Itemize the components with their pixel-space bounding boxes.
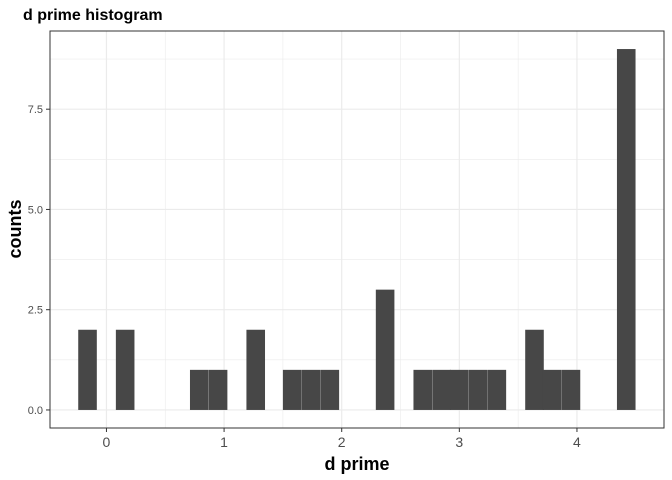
histogram-bar: [525, 329, 544, 410]
x-tick-label: 1: [220, 434, 228, 450]
y-tick-label: 5.0: [28, 204, 43, 216]
x-axis-ticks: 0 1 2 3 4: [103, 428, 581, 450]
histogram-bar: [246, 329, 266, 410]
histogram-bar: [487, 369, 507, 410]
histogram-bar: [616, 49, 636, 410]
histogram-bar: [468, 369, 488, 410]
histogram-bars: [78, 49, 636, 410]
x-tick-label: 4: [573, 434, 581, 450]
histogram-bar: [189, 369, 209, 410]
histogram-bar: [561, 369, 581, 410]
x-tick-label: 3: [455, 434, 463, 450]
histogram-bar: [449, 369, 469, 410]
histogram-bar: [542, 369, 562, 410]
y-tick-label: 0.0: [28, 405, 43, 417]
x-tick-label: 2: [338, 434, 346, 450]
histogram-bar: [78, 329, 97, 410]
panel-border: [49, 30, 665, 429]
histogram-bar: [413, 369, 433, 410]
histogram-bar: [375, 289, 395, 410]
y-axis-ticks: 0.0 2.5 5.0 7.5: [28, 104, 50, 417]
x-axis-title: d prime: [324, 454, 389, 474]
histogram-bar: [208, 369, 228, 410]
grid-minor: [50, 31, 664, 428]
y-tick-label: 7.5: [28, 104, 43, 116]
chart-title: d prime histogram: [23, 7, 163, 24]
histogram-bar: [320, 369, 340, 410]
histogram-bar: [282, 369, 302, 410]
histogram-bar: [301, 369, 321, 410]
histogram-bar: [115, 329, 135, 410]
grid-major: [50, 31, 664, 428]
x-tick-label: 0: [103, 434, 111, 450]
y-axis-title: counts: [5, 199, 25, 258]
y-tick-label: 2.5: [28, 305, 43, 317]
histogram-bar: [432, 369, 451, 410]
